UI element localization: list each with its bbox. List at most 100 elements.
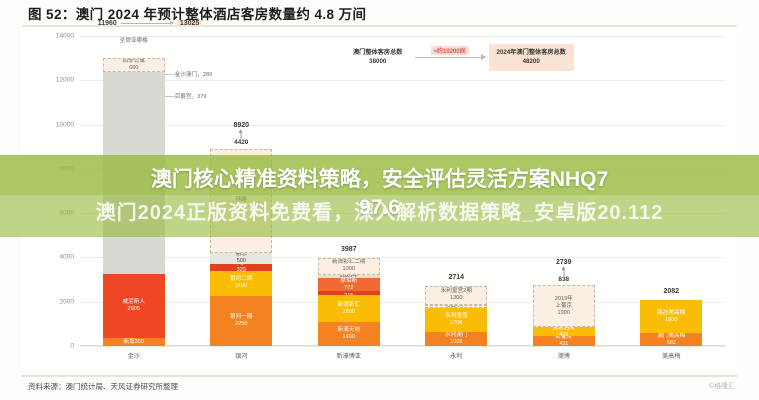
bar-segment: 2024年	[425, 304, 488, 309]
bar-segment: 永利皇宫 1706	[425, 308, 488, 332]
segment-label: 永利皇宫2期	[440, 288, 472, 295]
segment-value: 1500	[665, 316, 678, 323]
segment-value: 2250	[235, 321, 248, 328]
bar-base-total: 11960	[97, 19, 117, 27]
source-note: 资料来源：澳门统计局、天风证券研究所整理	[28, 382, 178, 391]
x-axis-tick-label: 美高梅	[661, 353, 681, 360]
overlay-title-line1: 澳门核心精准资料策略，安全评估灵活方案NHQ7	[150, 168, 609, 191]
bar-segment: 路氹美高梅 1500	[640, 299, 703, 334]
segment-value: 500	[236, 258, 246, 264]
segment-label: 葡京酒店	[552, 327, 575, 331]
grid-line	[80, 36, 725, 37]
bar-segment: 百老汇320	[210, 263, 273, 271]
bar-total-label: 3987	[340, 245, 357, 253]
segment-value: 新增350	[123, 338, 145, 345]
x-axis-tick-label: 澳博	[557, 353, 570, 360]
segment-label: 银河一期	[230, 314, 253, 321]
bar-segment: 葡京酒店 406	[532, 327, 595, 337]
footer-divider	[22, 375, 737, 377]
bar-segment: 2019年 上葡京 1900	[532, 285, 595, 328]
segment-value: 660	[129, 64, 139, 71]
watermark-label: ©格隆汇	[708, 383, 735, 390]
segment-value: 582	[666, 339, 676, 346]
bar-segment: 新濠影汇 1600	[317, 295, 380, 323]
callout-arrow: +约10200间	[414, 45, 486, 61]
bar-total-label: 2082	[663, 287, 680, 295]
segment-label: 2023年	[339, 275, 358, 279]
segment-label: 四季公寓	[122, 57, 145, 64]
callout-left-value: 38000	[369, 58, 387, 66]
segment-value: 772	[344, 284, 354, 291]
segment-value: 1706	[450, 320, 463, 326]
y-axis-tick-label: 10000	[55, 121, 74, 129]
x-axis-tick-label: 银河	[235, 353, 248, 360]
segment-label: 威尼斯人	[122, 299, 145, 306]
segment-value: 320	[236, 267, 246, 271]
segment-label: 丽思	[235, 252, 247, 258]
bar-segment: 永利澳门 1008	[425, 331, 488, 346]
overlay-subtitle: 澳门2024正版资料免费看，深入解析数据策略_安卓版20.112	[95, 202, 664, 224]
overlay-band-bottom	[0, 195, 759, 237]
bar-segment: 新濠影汇二期 1000	[317, 257, 380, 276]
y-axis-tick-label: 0	[70, 342, 74, 350]
segment-value: 1008	[450, 338, 463, 345]
page-title: 图 52：澳门 2024 年预计整体酒店客房数量约 4.8 万间	[28, 7, 367, 22]
bar-side-note: 百爵宫，379	[174, 93, 207, 100]
segment-label: 摩珀斯	[340, 278, 358, 284]
segment-label: 2024年	[447, 304, 466, 309]
grid-line	[80, 301, 725, 303]
segment-value: 1400	[342, 334, 355, 341]
callout-right-value: 48200	[522, 58, 540, 66]
segment-value: 1300	[450, 295, 463, 302]
segment-value: 1900	[557, 309, 570, 316]
callout-left: 澳门整体客房总数 38000	[345, 44, 411, 71]
callout-left-label: 澳门整体客房总数	[353, 49, 403, 56]
segment-label: 永利皇宫	[445, 313, 468, 320]
segment-label: 新濠天地	[337, 327, 360, 334]
bar-total-label: 2714	[448, 273, 465, 281]
bar-segment: 澳门美高梅 582	[640, 333, 703, 346]
bar-subtotal-label: 838	[558, 276, 570, 284]
bar-side-note: 金沙澳门，289	[174, 71, 213, 78]
segment-label: 澳门美高梅	[657, 333, 686, 339]
bar-segment: 银河二期 1150	[210, 270, 273, 297]
bar-永利[interactable]: 永利皇宫2期 1300 2024年 永利皇宫 1706 永利澳门 1008 永利	[425, 285, 488, 360]
grid-line	[80, 80, 725, 82]
segment-value: 215	[344, 293, 353, 295]
bar-segment: 丽思 500	[210, 252, 273, 264]
segment-value: 上葡京	[555, 302, 573, 309]
overlay-title: 澳门核心精准资料策略，安全评估灵活方案NHQ7 97.6	[0, 166, 759, 223]
bar-澳博[interactable]: 2019年 上葡京 1900 葡京酒店 406 新葡京 431 澳博	[532, 285, 595, 360]
bar-growth-header: 11960 13025	[97, 19, 203, 27]
leader-line	[164, 95, 175, 97]
title-divider	[22, 25, 737, 27]
bar-新濠博亚[interactable]: 新濠影汇二期10002023年摩珀斯772新濠锋215新濠影汇1600新濠天地1…	[317, 257, 380, 360]
segment-label: 新濠影汇	[337, 301, 360, 308]
bar-segment: 2023年	[317, 275, 380, 279]
overlay-title-line2: 97.6	[359, 196, 400, 220]
segment-label: 路氹美高梅	[657, 309, 686, 316]
y-axis-tick-label: 12000	[55, 76, 74, 84]
bar-segment: 摩珀斯 772	[317, 278, 380, 292]
x-axis-tick-label: 金沙	[127, 353, 140, 360]
bar-total-label: 8920	[233, 122, 250, 130]
bar-美高梅[interactable]: 路氹美高梅 1500 澳门美高梅 582 美高梅	[640, 299, 703, 360]
segment-label: 新濠锋	[340, 291, 357, 293]
overlay-band-top	[0, 155, 759, 195]
bar-segment: 新濠天地 1400	[317, 322, 380, 346]
callout-right-label: 2024年澳门整体客房总数	[496, 49, 566, 56]
segment-label: 银河二期	[230, 276, 253, 283]
segment-label: 永利澳门	[445, 331, 468, 338]
x-axis-line	[80, 345, 725, 346]
y-axis-tick-label: 14000	[55, 32, 74, 40]
growth-arrow	[238, 129, 243, 140]
bar-total-label: 13025	[176, 19, 203, 27]
growth-connector	[120, 20, 174, 25]
summary-callout: 澳门整体客房总数 38000 +约10200间 2024年澳门整体客房总数 48200	[345, 44, 574, 71]
segment-value: 1150	[235, 283, 248, 290]
bar-segment: 新葡京 431	[532, 336, 595, 346]
grid-line	[80, 346, 725, 347]
segment-label: 新濠影汇二期	[331, 259, 366, 266]
segment-value: 431	[559, 341, 569, 346]
